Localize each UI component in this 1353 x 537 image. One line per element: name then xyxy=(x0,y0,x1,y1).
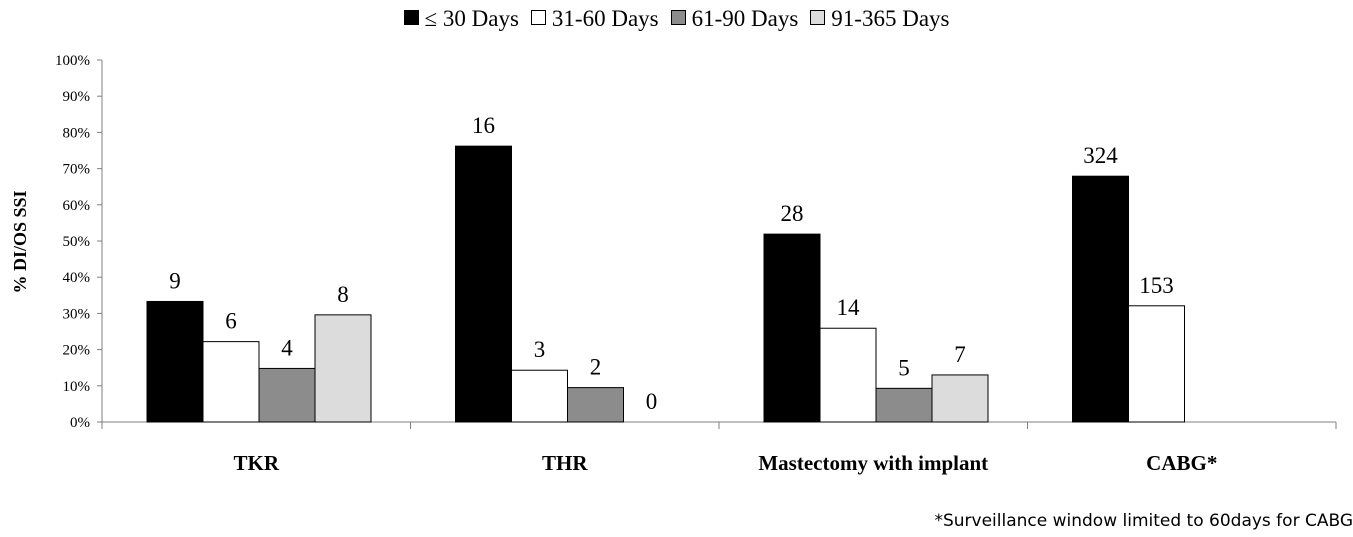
x-tick-label: CABG* xyxy=(1146,451,1217,475)
x-tick-label: THR xyxy=(542,451,588,475)
bar xyxy=(455,145,512,423)
data-label: 14 xyxy=(837,295,861,320)
data-label: 6 xyxy=(225,309,237,334)
legend-item: 31-60 Days xyxy=(530,6,659,32)
y-tick-label: 20% xyxy=(63,343,91,359)
bar xyxy=(1128,305,1185,423)
y-tick-label: 50% xyxy=(63,234,91,250)
legend-item: 91-365 Days xyxy=(810,6,949,32)
chart-legend: ≤ 30 Days 31-60 Days 61-90 Days 91-365 Days xyxy=(0,6,1353,32)
data-label: 28 xyxy=(781,201,804,226)
bar xyxy=(202,341,260,423)
data-label: 8 xyxy=(337,282,349,307)
x-tick-label: Mastectomy with implant xyxy=(758,451,988,475)
y-axis-label: % DI/OS SSI xyxy=(10,190,30,293)
data-label: 153 xyxy=(1139,273,1174,298)
legend-label: 31-60 Days xyxy=(551,6,659,31)
legend-label: 91-365 Days xyxy=(831,6,950,31)
bar xyxy=(931,374,989,423)
bar xyxy=(511,369,568,423)
y-tick-label: 80% xyxy=(63,125,91,141)
y-tick-label: 40% xyxy=(63,270,91,286)
data-label: 5 xyxy=(898,355,910,380)
bar xyxy=(258,367,316,423)
legend-item: ≤ 30 Days xyxy=(403,6,519,32)
data-label: 7 xyxy=(954,342,966,367)
legend-swatch xyxy=(530,10,546,25)
y-tick-label: 30% xyxy=(63,306,91,322)
data-label: 0 xyxy=(646,389,658,414)
legend-label: 61-90 Days xyxy=(691,6,799,31)
legend-item: 61-90 Days xyxy=(670,6,799,32)
legend-swatch xyxy=(670,10,686,25)
y-tick-label: 10% xyxy=(63,379,91,395)
bar xyxy=(875,387,933,423)
y-tick-label: 0% xyxy=(70,415,90,431)
legend-swatch xyxy=(810,10,826,25)
x-tick-label: TKR xyxy=(233,451,279,475)
y-tick-label: 70% xyxy=(63,162,91,178)
footnote: *Surveillance window limited to 60days f… xyxy=(934,511,1353,531)
bar xyxy=(314,314,372,423)
y-tick-label: 60% xyxy=(63,198,91,214)
bar xyxy=(819,327,877,423)
legend-label: ≤ 30 Days xyxy=(424,6,519,31)
data-label: 16 xyxy=(472,113,495,138)
bar xyxy=(1072,175,1129,423)
data-label: 3 xyxy=(534,337,546,362)
legend-swatch xyxy=(403,10,419,25)
bar xyxy=(763,233,821,423)
y-tick-label: 100% xyxy=(55,53,90,69)
data-label: 4 xyxy=(281,335,293,360)
data-label: 324 xyxy=(1083,143,1118,168)
bar xyxy=(567,387,624,423)
data-label: 9 xyxy=(169,268,181,293)
bar xyxy=(146,300,204,423)
y-tick-label: 90% xyxy=(63,89,91,105)
data-label: 2 xyxy=(590,355,602,380)
